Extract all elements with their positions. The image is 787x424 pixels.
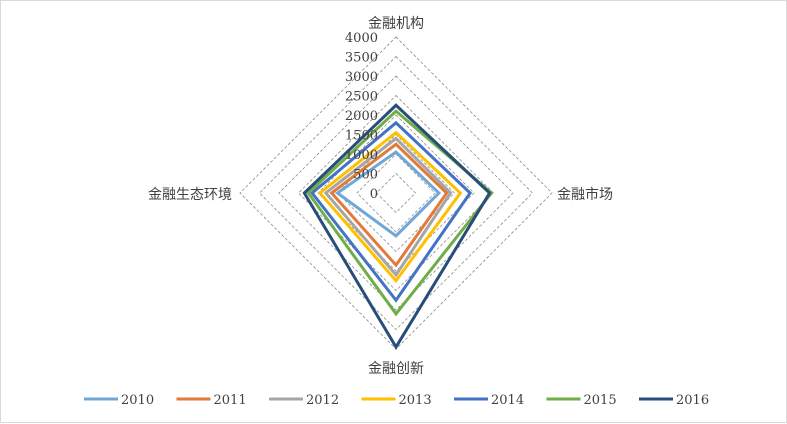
legend-label-2014: 2014 [491, 393, 524, 408]
tick-label: 1500 [345, 129, 378, 144]
tick-label: 2000 [345, 109, 378, 124]
tick-label: 3500 [345, 51, 378, 66]
series-line-2016 [302, 103, 492, 350]
tick-label: 3000 [345, 70, 378, 85]
tick-label: 0 [370, 187, 378, 202]
tick-labels: 0 500 1000 1500 2000 2500 3000 3500 4000 [345, 31, 378, 202]
axis-label-left: 金融生态环境 [148, 187, 232, 203]
tick-label: 500 [353, 168, 378, 183]
legend-label-2011: 2011 [214, 393, 247, 408]
series-line-2010 [334, 150, 442, 238]
grid-ring [297, 94, 495, 292]
grid-ring [375, 172, 417, 214]
legend-label-2015: 2015 [584, 393, 617, 408]
series-line-2013 [317, 130, 463, 284]
series-line-2011 [329, 142, 449, 268]
legend-label-2010: 2010 [121, 393, 154, 408]
axis-label-right: 金融市场 [557, 186, 613, 203]
grid-ring [278, 75, 514, 311]
series-line-2014 [310, 120, 473, 303]
legend-label-2013: 2013 [399, 393, 432, 408]
grid-ring [258, 55, 534, 331]
legend-label-2012: 2012 [306, 393, 339, 408]
series-line-2012 [323, 136, 453, 278]
tick-label: 4000 [345, 31, 378, 46]
tick-label: 2500 [345, 90, 378, 105]
tick-label: 1000 [345, 148, 378, 163]
series-group [302, 103, 494, 350]
axis-label-bottom: 金融创新 [368, 361, 424, 377]
grid-ring [356, 153, 436, 233]
legend: 2010 2011 2012 2013 2014 2015 2016 [84, 393, 709, 408]
axis-label-top: 金融机构 [368, 16, 424, 32]
legend-label-2016: 2016 [676, 393, 709, 408]
